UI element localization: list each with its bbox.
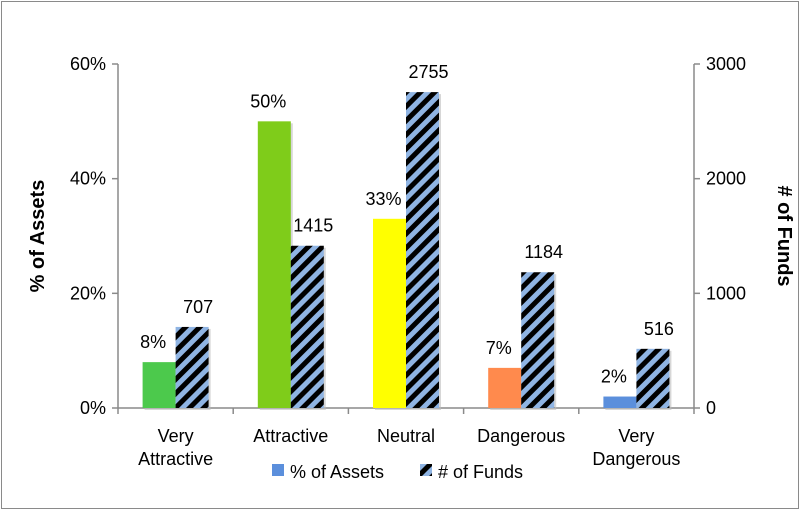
legend-swatch-funds — [420, 464, 432, 476]
data-label-assets: 8% — [140, 332, 166, 352]
x-tick-label: Dangerous — [477, 426, 565, 446]
bar-funds — [521, 272, 555, 408]
data-label-funds: 2755 — [408, 62, 448, 82]
bar-funds — [290, 245, 324, 408]
legend-swatch-assets — [272, 464, 284, 476]
y2-axis-title: # of Funds — [773, 185, 795, 286]
bar-assets — [603, 396, 637, 408]
y2-tick-label: 1000 — [706, 283, 746, 303]
y-tick-label: 60% — [70, 54, 106, 74]
legend-label-assets: % of Assets — [290, 462, 384, 482]
data-label-assets: 50% — [250, 91, 286, 111]
y-tick-label: 20% — [70, 283, 106, 303]
y-tick-label: 0% — [80, 398, 106, 418]
bar-assets — [488, 367, 522, 408]
y2-tick-label: 3000 — [706, 54, 746, 74]
bar-assets — [142, 362, 176, 408]
y2-tick-label: 0 — [706, 398, 716, 418]
bars — [142, 92, 672, 411]
data-label-funds: 1184 — [524, 242, 563, 262]
axes: 0% 20% 40% 60% 0 1000 2000 3000 Very Attractive At… — [70, 54, 746, 469]
legend-label-funds: # of Funds — [438, 462, 523, 482]
bar-assets — [373, 218, 406, 408]
data-labels: 8% 707 50% 1415 33% 2755 7% 1184 2% 516 — [140, 62, 674, 386]
bar-funds — [406, 92, 439, 409]
x-tick-label: Very Attractive — [138, 426, 213, 469]
y-tick-label: 40% — [70, 169, 106, 189]
x-tick-label: Neutral — [377, 426, 435, 446]
data-label-assets: 2% — [601, 367, 627, 387]
bar-funds — [175, 326, 209, 408]
x-tick-label: Very Dangerous — [592, 426, 680, 469]
data-label-assets: 7% — [486, 338, 512, 358]
bar-assets — [257, 121, 291, 408]
bar-funds — [636, 348, 670, 408]
data-label-assets: 33% — [365, 189, 401, 209]
legend: % of Assets # of Funds — [272, 462, 523, 482]
x-tick-label: Attractive — [253, 426, 328, 446]
y-axis-title: % of Assets — [27, 180, 49, 293]
data-label-funds: 516 — [644, 319, 674, 339]
data-label-funds: 707 — [183, 297, 213, 317]
y2-tick-label: 2000 — [706, 169, 746, 189]
data-label-funds: 1415 — [293, 216, 333, 236]
